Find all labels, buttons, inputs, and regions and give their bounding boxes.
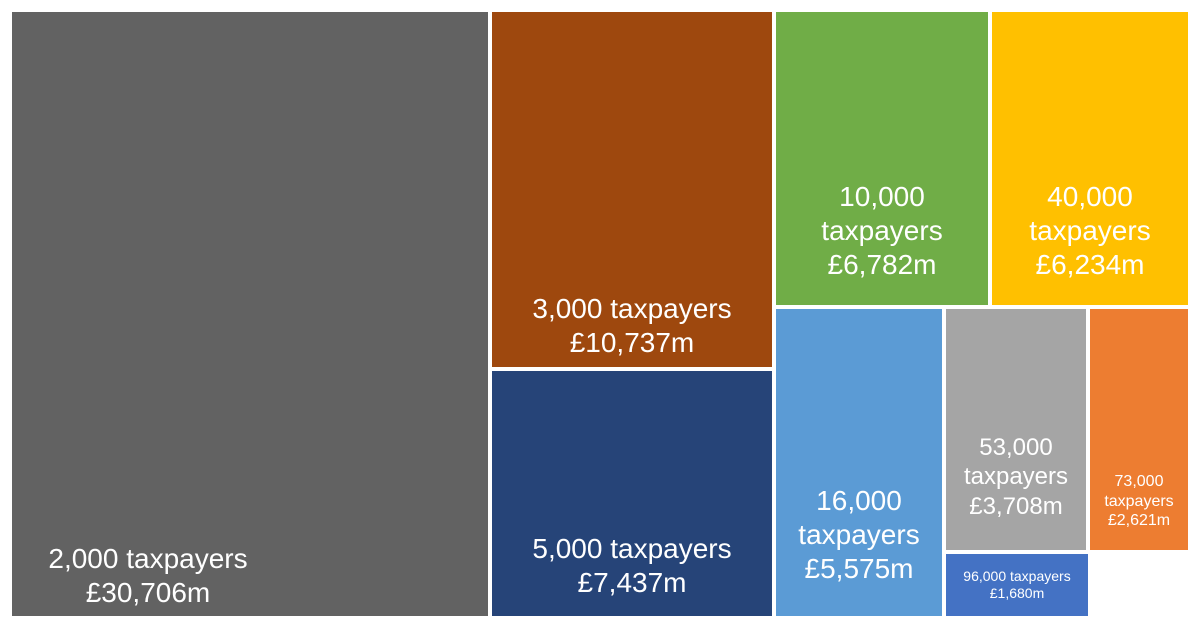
tile-count-label: taxpayers [1104,492,1174,510]
tile-count-label: taxpayers [963,463,1069,491]
tile-label: 3,000 taxpayers £10,737m [492,292,772,360]
tile-label: 96,000 taxpayers £1,680m [946,568,1088,602]
treemap-tile: 10,000 taxpayers £6,782m [774,10,990,307]
tile-count-label: taxpayers [821,215,943,247]
treemap-tile: 53,000 taxpayers £3,708m [944,307,1088,552]
tile-label: 73,000 taxpayers £2,621m [1090,472,1188,531]
tile-count-label: 3,000 taxpayers [532,293,732,324]
tile-count-label: 40,000 [1047,181,1133,212]
tile-value-label: £30,706m [85,577,211,609]
tile-value-label: £6,234m [1035,249,1145,281]
tile-count-label: 10,000 [839,181,925,212]
treemap-tile: 5,000 taxpayers £7,437m [490,369,774,618]
tile-count-label: 53,000 [979,434,1053,461]
tile-value-label: £6,782m [827,249,937,281]
tile-count-label: 2,000 taxpayers [48,543,248,574]
tile-value-label: £7,437m [577,567,687,599]
tile-label: 10,000 taxpayers £6,782m [776,180,988,282]
tile-count-label: 16,000 [816,485,902,516]
treemap-tile: 96,000 taxpayers £1,680m [944,552,1090,618]
tile-count-label: 5,000 taxpayers [532,533,732,564]
tile-value-label: £3,708m [969,492,1063,520]
tile-label: 2,000 taxpayers £30,706m [30,542,266,610]
treemap-tile: 73,000 taxpayers £2,621m [1088,307,1190,552]
tile-count-label: taxpayers [798,519,920,551]
treemap-tile: 40,000 taxpayers £6,234m [990,10,1190,307]
tile-label: 5,000 taxpayers £7,437m [492,532,772,600]
tile-value-label: £2,621m [1107,512,1171,530]
tile-value-label: £1,680m [989,585,1045,602]
treemap-tile: 3,000 taxpayers £10,737m [490,10,774,369]
tile-count-label: 96,000 taxpayers [963,568,1071,584]
tile-label: 53,000 taxpayers £3,708m [946,433,1086,521]
tile-count-label: 73,000 [1114,473,1164,490]
tile-value-label: £5,575m [804,553,914,585]
tile-value-label: £10,737m [569,327,695,359]
treemap-tile: 16,000 taxpayers £5,575m [774,307,944,618]
treemap-tile: 2,000 taxpayers £30,706m [10,10,490,618]
tile-label: 16,000 taxpayers £5,575m [776,484,942,586]
tile-label: 40,000 taxpayers £6,234m [992,180,1188,282]
tile-count-label: taxpayers [1029,215,1151,247]
